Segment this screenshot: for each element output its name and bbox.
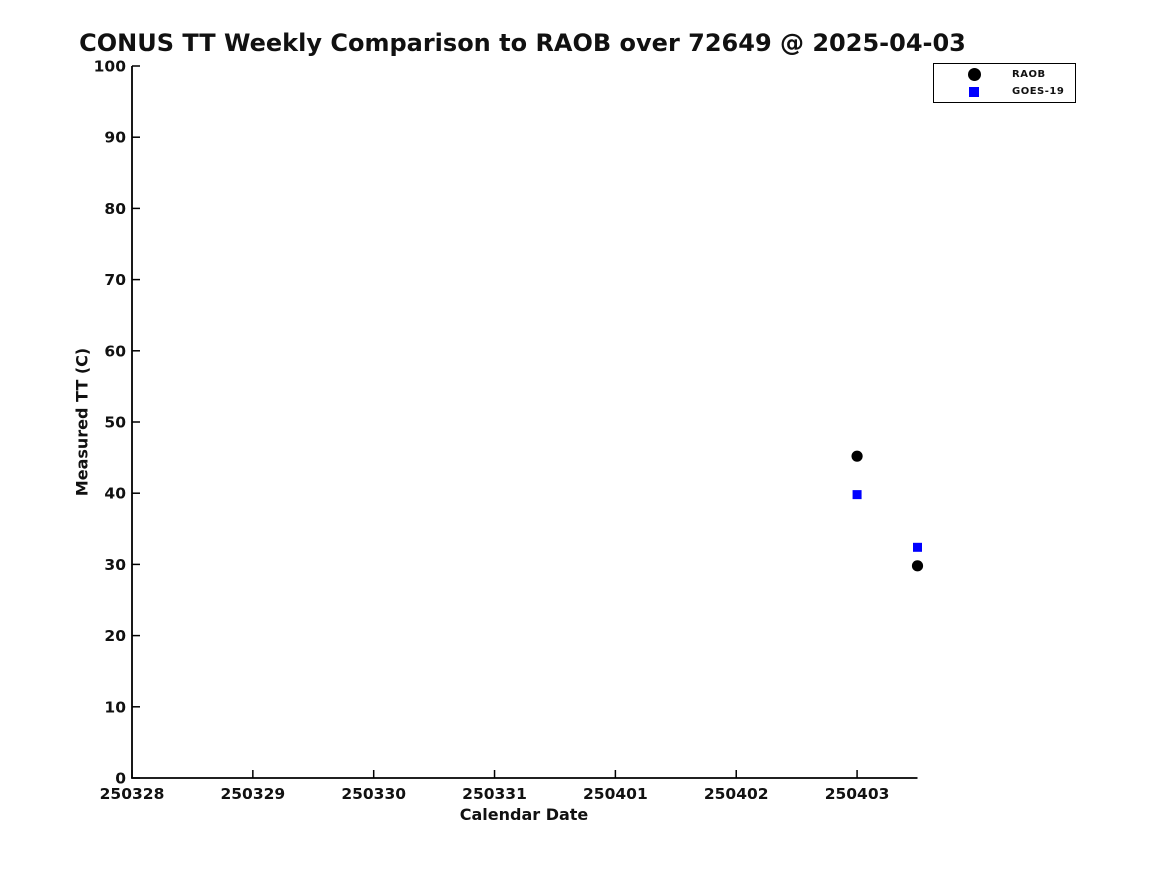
y-tick-label: 10 — [104, 698, 126, 716]
x-tick-label: 250403 — [825, 785, 890, 803]
chart-title: CONUS TT Weekly Comparison to RAOB over … — [79, 29, 966, 57]
x-tick-label: 250328 — [100, 785, 165, 803]
y-tick-label: 60 — [104, 342, 126, 360]
data-point-raob — [851, 450, 863, 462]
y-tick-label: 70 — [104, 271, 126, 289]
legend: RAOB GOES-19 — [933, 63, 1076, 103]
x-tick-label: 250402 — [704, 785, 769, 803]
legend-label-goes19: GOES-19 — [1012, 86, 1065, 97]
y-tick-label: 20 — [104, 627, 126, 645]
x-tick-label: 250401 — [583, 785, 648, 803]
y-tick-label: 90 — [104, 129, 126, 147]
y-tick-label: 30 — [104, 556, 126, 574]
goes19-square-icon — [969, 86, 979, 97]
x-tick-label: 250330 — [341, 785, 406, 803]
legend-item-goes19: GOES-19 — [934, 83, 1075, 100]
raob-marker-box — [967, 68, 981, 81]
raob-circle-icon — [967, 68, 981, 81]
legend-label-raob: RAOB — [1012, 69, 1046, 80]
data-point-raob — [911, 560, 924, 572]
y-tick-label: 50 — [104, 414, 126, 432]
y-tick-label: 0 — [115, 770, 126, 788]
x-axis-label: Calendar Date — [459, 805, 589, 824]
y-tick-label: 100 — [94, 58, 127, 76]
legend-item-raob: RAOB — [934, 66, 1075, 83]
goes19-marker-box — [967, 86, 981, 97]
x-tick-label: 250331 — [462, 785, 527, 803]
data-point-goes-19 — [913, 542, 922, 552]
data-point-goes-19 — [852, 490, 862, 500]
x-tick-label: 250329 — [220, 785, 285, 803]
y-tick-label: 40 — [104, 485, 126, 503]
y-tick-label: 80 — [104, 200, 126, 218]
